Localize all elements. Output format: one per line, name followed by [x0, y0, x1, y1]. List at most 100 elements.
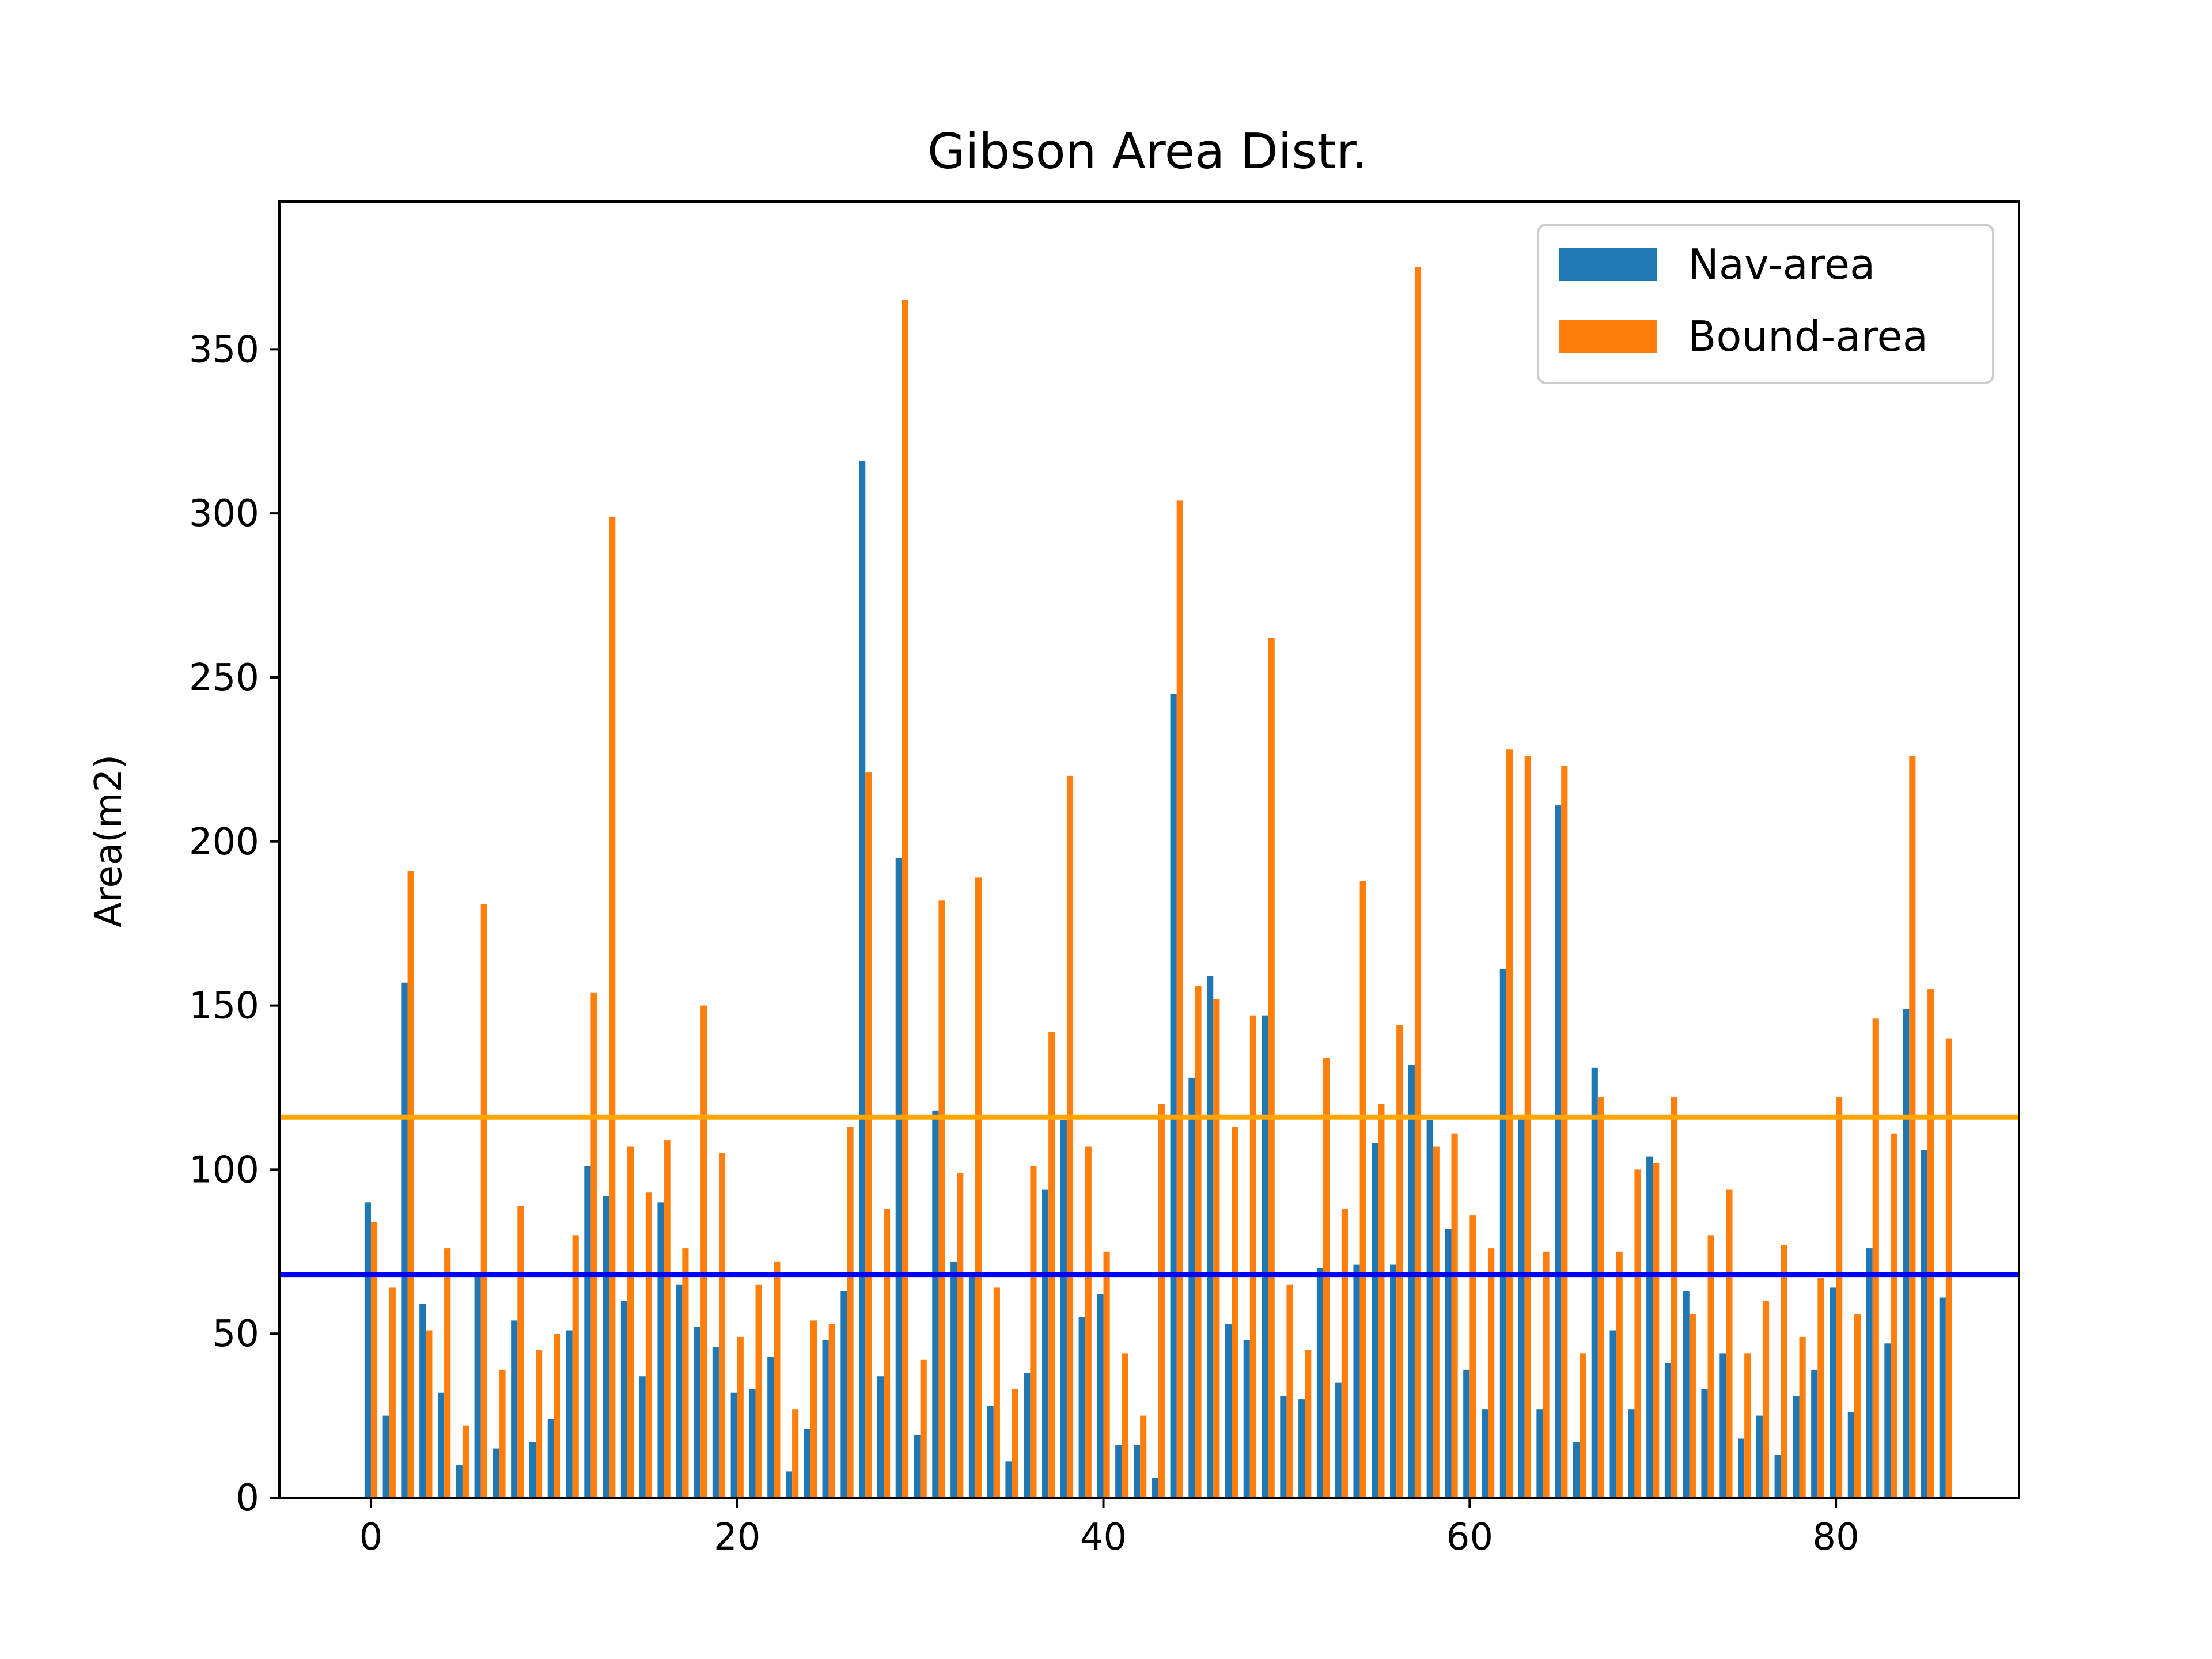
- bar-nav-area-77: [1774, 1455, 1781, 1498]
- bar-nav-area-63: [1518, 1117, 1525, 1498]
- bar-bound-area-16: [664, 1140, 671, 1498]
- x-tick-label-80: 80: [1812, 1516, 1859, 1559]
- bar-bound-area-28: [884, 1209, 891, 1498]
- bar-nav-area-3: [419, 1304, 426, 1498]
- bar-bound-area-67: [1597, 1097, 1604, 1498]
- bar-bound-area-33: [975, 877, 982, 1498]
- bar-nav-area-61: [1481, 1409, 1488, 1498]
- bar-bound-area-15: [645, 1192, 652, 1498]
- bar-nav-area-4: [437, 1392, 445, 1498]
- bar-nav-area-37: [1042, 1189, 1049, 1498]
- bar-nav-area-83: [1884, 1343, 1891, 1498]
- x-tick-label-0: 0: [359, 1516, 383, 1559]
- bar-bound-area-3: [426, 1330, 433, 1498]
- bar-bound-area-75: [1744, 1353, 1751, 1498]
- bar-bound-area-38: [1066, 775, 1074, 1498]
- bar-nav-area-40: [1097, 1294, 1104, 1498]
- bar-bound-area-12: [590, 992, 597, 1498]
- bar-bound-area-17: [682, 1248, 689, 1498]
- legend-swatch-nav-area: [1559, 248, 1657, 281]
- bar-bound-area-42: [1140, 1415, 1147, 1498]
- bar-nav-area-20: [730, 1392, 737, 1498]
- y-tick-label-0: 0: [236, 1477, 259, 1520]
- bar-bound-area-51: [1305, 1350, 1312, 1498]
- bar-nav-area-72: [1683, 1291, 1690, 1498]
- bar-nav-area-25: [822, 1340, 829, 1498]
- bar-nav-area-15: [639, 1376, 646, 1498]
- bar-bound-area-59: [1451, 1133, 1458, 1498]
- bar-bound-area-7: [499, 1369, 506, 1498]
- bar-bound-area-56: [1396, 1025, 1403, 1498]
- bar-bound-area-52: [1323, 1058, 1330, 1498]
- bar-bound-area-83: [1891, 1133, 1897, 1498]
- bar-nav-area-47: [1225, 1324, 1232, 1498]
- bar-nav-area-53: [1335, 1382, 1342, 1498]
- bar-nav-area-35: [1005, 1461, 1012, 1498]
- bar-bound-area-31: [938, 900, 945, 1498]
- bar-bound-area-26: [847, 1127, 854, 1498]
- bar-nav-area-80: [1829, 1287, 1836, 1498]
- bar-nav-area-84: [1903, 1009, 1910, 1498]
- y-tick-label-250: 250: [189, 657, 259, 699]
- bar-bound-area-30: [920, 1359, 927, 1498]
- bar-nav-area-62: [1499, 969, 1506, 1498]
- bar-bound-area-80: [1836, 1097, 1843, 1498]
- x-tick-label-60: 60: [1446, 1516, 1493, 1559]
- bar-nav-area-6: [474, 1274, 481, 1498]
- y-tick-label-300: 300: [189, 493, 259, 535]
- bar-nav-area-2: [401, 982, 408, 1498]
- bar-bound-area-14: [627, 1146, 634, 1498]
- bar-bound-area-5: [462, 1425, 469, 1498]
- bar-bound-area-43: [1158, 1104, 1165, 1498]
- bar-nav-area-26: [840, 1291, 847, 1498]
- bar-bound-area-58: [1433, 1146, 1440, 1498]
- bar-bound-area-24: [810, 1320, 817, 1498]
- bar-nav-area-74: [1719, 1353, 1726, 1498]
- bar-nav-area-57: [1408, 1065, 1415, 1498]
- bar-bound-area-27: [865, 772, 872, 1498]
- bar-nav-area-36: [1024, 1373, 1031, 1498]
- bar-bound-area-61: [1488, 1248, 1495, 1498]
- bar-nav-area-33: [968, 1274, 975, 1498]
- bar-bound-area-19: [718, 1153, 726, 1498]
- legend: Nav-area Bound-area: [1537, 224, 1994, 384]
- bar-bound-area-32: [957, 1173, 964, 1498]
- plot-area: 0 20 40 60 80 0 50 100 150 200 250 300 350: [189, 200, 2020, 1559]
- bar-nav-area-65: [1555, 805, 1562, 1498]
- bar-nav-area-46: [1207, 976, 1214, 1498]
- chart-title: Gibson Area Distr.: [927, 123, 1368, 180]
- bar-bound-area-84: [1909, 756, 1916, 1498]
- y-axis-label: Area(m2): [88, 755, 130, 927]
- y-tick-label-150: 150: [189, 985, 259, 1028]
- bar-bound-area-1: [389, 1287, 396, 1498]
- bar-bound-area-21: [755, 1284, 762, 1498]
- bar-bound-area-49: [1268, 638, 1275, 1498]
- bar-nav-area-85: [1921, 1150, 1928, 1498]
- bar-bound-area-66: [1580, 1353, 1586, 1498]
- bar-nav-area-50: [1280, 1396, 1287, 1498]
- bar-nav-area-19: [712, 1346, 719, 1498]
- bar-bound-area-35: [1012, 1389, 1018, 1498]
- bar-nav-area-1: [382, 1415, 389, 1498]
- bar-bound-area-77: [1781, 1245, 1787, 1498]
- bar-nav-area-71: [1664, 1363, 1671, 1498]
- bar-bound-area-50: [1286, 1284, 1293, 1498]
- bar-nav-area-68: [1609, 1330, 1616, 1498]
- bar-nav-area-16: [657, 1202, 664, 1498]
- bar-nav-area-28: [877, 1376, 884, 1498]
- bar-bound-area-39: [1085, 1146, 1092, 1498]
- bar-bound-area-82: [1872, 1018, 1879, 1498]
- bar-bound-area-8: [517, 1206, 524, 1498]
- bar-bound-area-64: [1543, 1251, 1550, 1498]
- legend-label-nav-area: Nav-area: [1688, 240, 1875, 289]
- bar-bound-area-71: [1671, 1097, 1678, 1498]
- bar-nav-area-58: [1426, 1120, 1433, 1498]
- bar-nav-area-66: [1573, 1442, 1580, 1498]
- bar-nav-area-70: [1646, 1156, 1653, 1498]
- bar-nav-area-43: [1152, 1478, 1158, 1498]
- y-tick-label-50: 50: [213, 1313, 259, 1355]
- bar-nav-area-11: [566, 1330, 573, 1498]
- bar-bound-area-53: [1341, 1209, 1348, 1498]
- bar-bound-area-62: [1506, 749, 1513, 1498]
